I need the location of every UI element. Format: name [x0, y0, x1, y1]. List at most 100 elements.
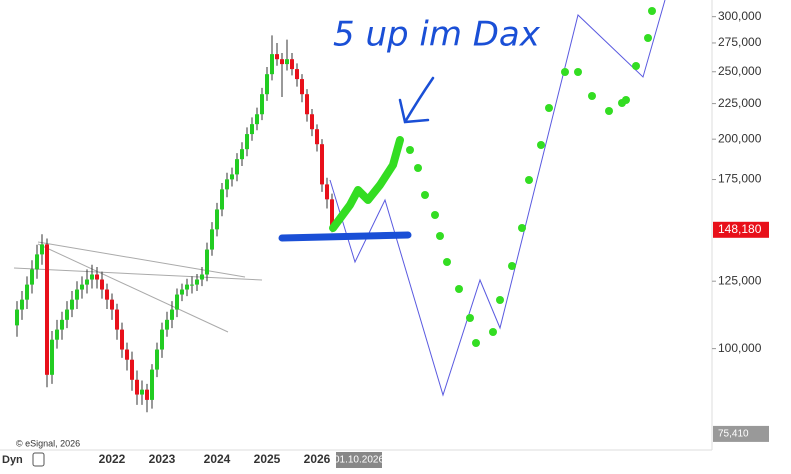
candle-body	[30, 269, 34, 285]
support-line	[278, 231, 412, 242]
lock-icon	[32, 452, 45, 467]
candle-body	[225, 179, 229, 190]
candle-body	[325, 184, 329, 200]
candles	[15, 35, 334, 413]
candle-body	[320, 144, 324, 185]
candle-body	[100, 279, 104, 290]
candle-body	[300, 79, 304, 95]
candle-body	[145, 389, 149, 400]
candle-body	[115, 309, 119, 330]
last-price-label: 148,180	[718, 222, 762, 236]
candle-body	[130, 359, 134, 380]
candle-body	[35, 254, 39, 270]
candle-body	[280, 59, 284, 65]
candle-body	[70, 299, 74, 310]
y-tick-label: 100,000	[718, 341, 762, 355]
candle-body	[140, 389, 144, 395]
candle-body	[150, 369, 154, 400]
drawings	[13, 0, 666, 397]
candle-body	[315, 129, 319, 145]
candle-body	[275, 54, 279, 60]
candle-body	[50, 339, 54, 375]
trendline	[37, 241, 246, 278]
candle-body	[265, 74, 269, 95]
candle-body	[255, 114, 259, 125]
candle-body	[285, 59, 289, 65]
hand-drawings: 5 up im Dax	[278, 7, 656, 347]
candle-body	[195, 279, 199, 285]
candle-body	[260, 94, 264, 115]
y-tick-label: 125,000	[718, 273, 762, 287]
candle-body	[160, 329, 164, 350]
candle-body	[120, 329, 124, 350]
candle-body	[80, 284, 84, 290]
candle-body	[55, 329, 59, 340]
y-tick-label: 300,000	[718, 9, 762, 23]
projection-line	[329, 0, 666, 397]
candle-body	[295, 69, 299, 80]
low-marker-label: 75,410	[718, 429, 749, 440]
candle-body	[175, 294, 179, 310]
arrow	[398, 76, 435, 124]
price-axis: 100,000 125,000 175,000 200,000 225,000 250,0…	[712, 9, 769, 442]
last-price-tag	[713, 221, 769, 238]
candle-body	[15, 309, 19, 326]
y-tick-label: 275,000	[718, 35, 762, 49]
trendline	[37, 243, 229, 333]
y-tick-label: 225,000	[718, 96, 762, 110]
projection-dots	[406, 7, 656, 347]
candle-body	[310, 114, 314, 130]
candle-body	[210, 229, 214, 250]
x-tick-label: 2022	[99, 452, 126, 466]
trendline	[13, 267, 263, 281]
candle-body	[185, 284, 189, 290]
candle-body	[270, 54, 274, 75]
x-tick-label: 2026	[304, 452, 331, 466]
candle-body	[155, 349, 159, 370]
candle-body	[290, 59, 294, 70]
candle-body	[240, 149, 244, 160]
candle-body	[235, 159, 239, 175]
x-tick-label: 2025	[254, 452, 281, 466]
candle-body	[215, 209, 219, 230]
candle-body	[60, 319, 64, 330]
x-tick-label: 2023	[149, 452, 176, 466]
cursor-date: 01.10.2026	[334, 455, 384, 466]
candle-body	[110, 299, 114, 310]
candle-body	[90, 274, 94, 280]
footer-label: Dyn	[2, 454, 23, 466]
candle-body	[20, 299, 24, 310]
candle-body	[45, 244, 49, 375]
candle-body	[250, 124, 254, 135]
candle-body	[75, 289, 79, 300]
candle-body	[40, 244, 44, 255]
candle-body	[230, 174, 234, 180]
x-tick-label: 2024	[204, 452, 231, 466]
candle-body	[170, 309, 174, 320]
candle-body	[125, 349, 129, 360]
candle-body	[220, 189, 224, 210]
candle-body	[330, 199, 334, 228]
candle-body	[205, 249, 209, 275]
candle-body	[135, 379, 139, 395]
candle-body	[95, 274, 99, 280]
candle-body	[25, 284, 29, 300]
date-tag	[336, 452, 382, 468]
y-tick-label: 200,000	[718, 131, 762, 145]
candle-body	[190, 284, 194, 286]
candle-body	[245, 134, 249, 150]
candle-body	[65, 309, 69, 320]
y-tick-label: 175,000	[718, 172, 762, 186]
y-tick-label: 250,000	[718, 64, 762, 78]
copyright: © eSignal, 2026	[16, 438, 80, 448]
candle-body	[180, 289, 184, 295]
candle-body	[85, 279, 89, 285]
candle-body	[200, 274, 204, 280]
low-marker-tag	[713, 425, 769, 442]
candle-body	[165, 319, 169, 330]
annotation: 5 up im Dax	[333, 15, 541, 55]
candle-body	[105, 289, 109, 300]
green-squiggle	[329, 136, 404, 232]
candle-body	[305, 94, 309, 115]
